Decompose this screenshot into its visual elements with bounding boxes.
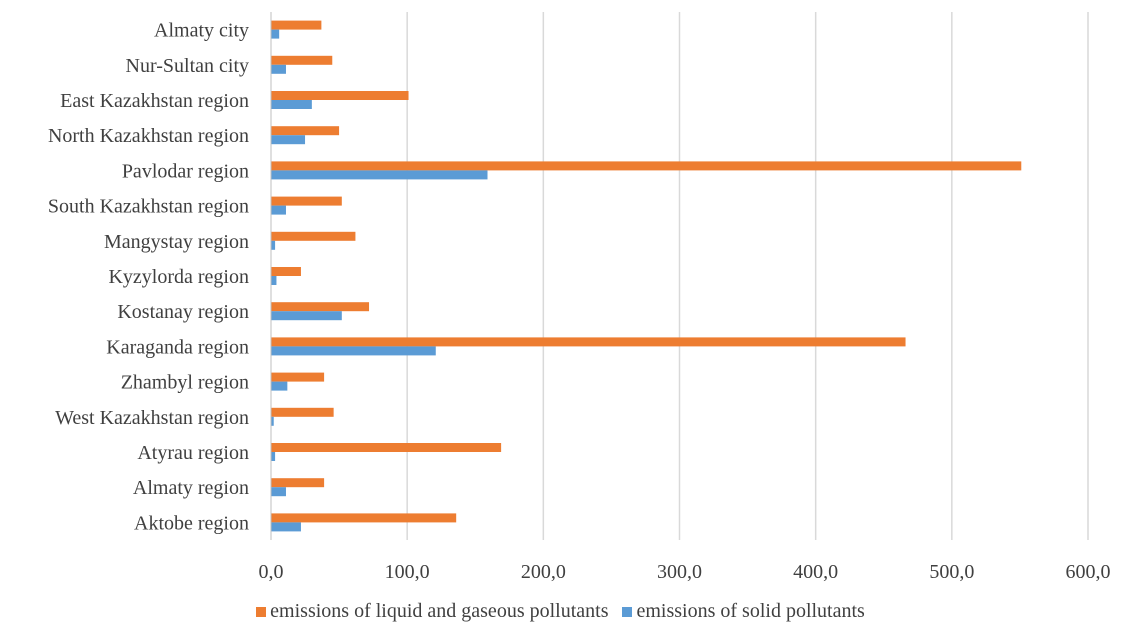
bar-liquid-gaseous [271, 21, 321, 30]
bar-liquid-gaseous [271, 337, 906, 346]
bar-solid [271, 382, 287, 391]
bar-liquid-gaseous [271, 302, 369, 311]
category-label: Nur-Sultan city [126, 55, 249, 77]
x-tick-label: 300,0 [657, 561, 702, 583]
bar-liquid-gaseous [271, 478, 324, 487]
bar-solid [271, 311, 342, 320]
category-label: East Kazakhstan region [60, 90, 249, 112]
bar-solid [271, 206, 286, 215]
bar-solid [271, 452, 275, 461]
category-labels: Aktobe region Almaty region Atyrau region W… [48, 20, 249, 535]
x-tick-label: 400,0 [793, 561, 838, 583]
category-label: Mangystay region [104, 231, 249, 253]
x-tick-label: 200,0 [521, 561, 566, 583]
x-tick-label: 0,0 [259, 561, 284, 583]
bar-solid [271, 100, 312, 109]
bar-liquid-gaseous [271, 408, 334, 417]
bar-liquid-gaseous [271, 443, 501, 452]
category-label: Zhambyl region [121, 372, 249, 394]
bar-solid [271, 135, 305, 144]
bar-solid [271, 522, 301, 531]
category-label: Almaty city [154, 20, 249, 42]
legend-label-liquid-gaseous: emissions of liquid and gaseous pollutan… [270, 600, 608, 623]
bar-liquid-gaseous [271, 232, 355, 241]
bars [271, 21, 1021, 532]
gridlines [407, 12, 1088, 540]
category-label: South Kazakhstan region [48, 196, 249, 218]
bar-liquid-gaseous [271, 56, 332, 65]
legend-item-liquid-gaseous: emissions of liquid and gaseous pollutan… [256, 600, 608, 623]
bar-solid [271, 170, 488, 179]
x-tick-labels: 0,0 100,0 200,0 300,0 400,0 500,0 600,0 [259, 561, 1111, 583]
category-label: West Kazakhstan region [55, 407, 249, 429]
category-label: Kostanay region [117, 301, 249, 323]
category-label: North Kazakhstan region [48, 125, 249, 147]
bar-solid [271, 30, 279, 39]
legend-item-solid: emissions of solid pollutants [622, 600, 864, 623]
category-label: Pavlodar region [122, 160, 249, 182]
legend-swatch-solid [622, 607, 632, 617]
bar-liquid-gaseous [271, 197, 342, 206]
x-tick-label: 600,0 [1066, 561, 1111, 583]
bar-liquid-gaseous [271, 373, 324, 382]
category-label: Almaty region [133, 477, 249, 499]
category-label: Kyzylorda region [108, 266, 249, 288]
category-label: Karaganda region [106, 336, 249, 358]
legend-swatch-liquid-gaseous [256, 607, 266, 617]
bar-liquid-gaseous [271, 126, 339, 135]
bar-liquid-gaseous [271, 267, 301, 276]
bar-liquid-gaseous [271, 513, 456, 522]
bar-solid [271, 346, 436, 355]
legend-label-solid: emissions of solid pollutants [636, 600, 864, 623]
x-tick-label: 500,0 [929, 561, 974, 583]
bar-solid [271, 241, 275, 250]
bar-solid [271, 65, 286, 74]
category-label: Aktobe region [134, 512, 249, 534]
category-label: Atyrau region [137, 442, 249, 464]
bar-liquid-gaseous [271, 91, 409, 100]
x-tick-label: 100,0 [385, 561, 430, 583]
legend: emissions of liquid and gaseous pollutan… [0, 600, 1121, 623]
bar-solid [271, 276, 276, 285]
bar-liquid-gaseous [271, 161, 1021, 170]
bar-solid [271, 487, 286, 496]
